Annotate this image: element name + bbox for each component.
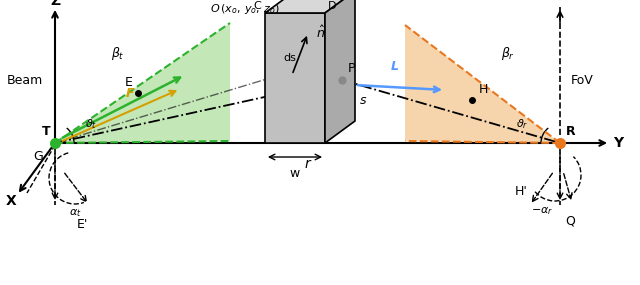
Text: E': E' [77,218,88,231]
Text: T: T [42,125,50,138]
Polygon shape [265,13,325,143]
Text: Q: Q [565,215,575,228]
Polygon shape [325,0,355,143]
Text: FoV: FoV [571,74,593,87]
Text: ds: ds [284,53,296,63]
Text: s: s [360,93,367,107]
Text: Y: Y [613,136,623,150]
Text: Beam: Beam [7,74,43,87]
Text: E: E [125,76,133,89]
Text: $\beta_t$: $\beta_t$ [111,45,125,62]
Text: Z: Z [50,0,60,8]
Text: H': H' [515,185,528,198]
Text: $O\,(x_o,\,y_o,\,z_o)$: $O\,(x_o,\,y_o,\,z_o)$ [210,2,280,16]
Text: r: r [305,157,310,171]
Text: $\hat{n}$: $\hat{n}$ [316,25,325,41]
Text: R: R [566,125,575,138]
Text: $-\alpha_r$: $-\alpha_r$ [531,205,553,217]
Text: P: P [348,62,355,75]
Text: H: H [479,83,488,96]
Polygon shape [405,25,560,143]
Text: $\vartheta_r$: $\vartheta_r$ [515,117,528,131]
Text: C: C [253,1,261,11]
Text: G: G [33,150,43,163]
Text: $\alpha_t$: $\alpha_t$ [68,207,81,219]
Text: X: X [6,194,17,208]
Text: w: w [290,167,300,180]
Polygon shape [55,23,230,143]
Polygon shape [265,0,355,13]
Text: D: D [328,1,337,11]
Text: L: L [391,60,399,73]
Text: $\beta_r$: $\beta_r$ [501,45,515,62]
Text: $\vartheta_t$: $\vartheta_t$ [85,117,97,131]
Text: F: F [125,87,134,100]
